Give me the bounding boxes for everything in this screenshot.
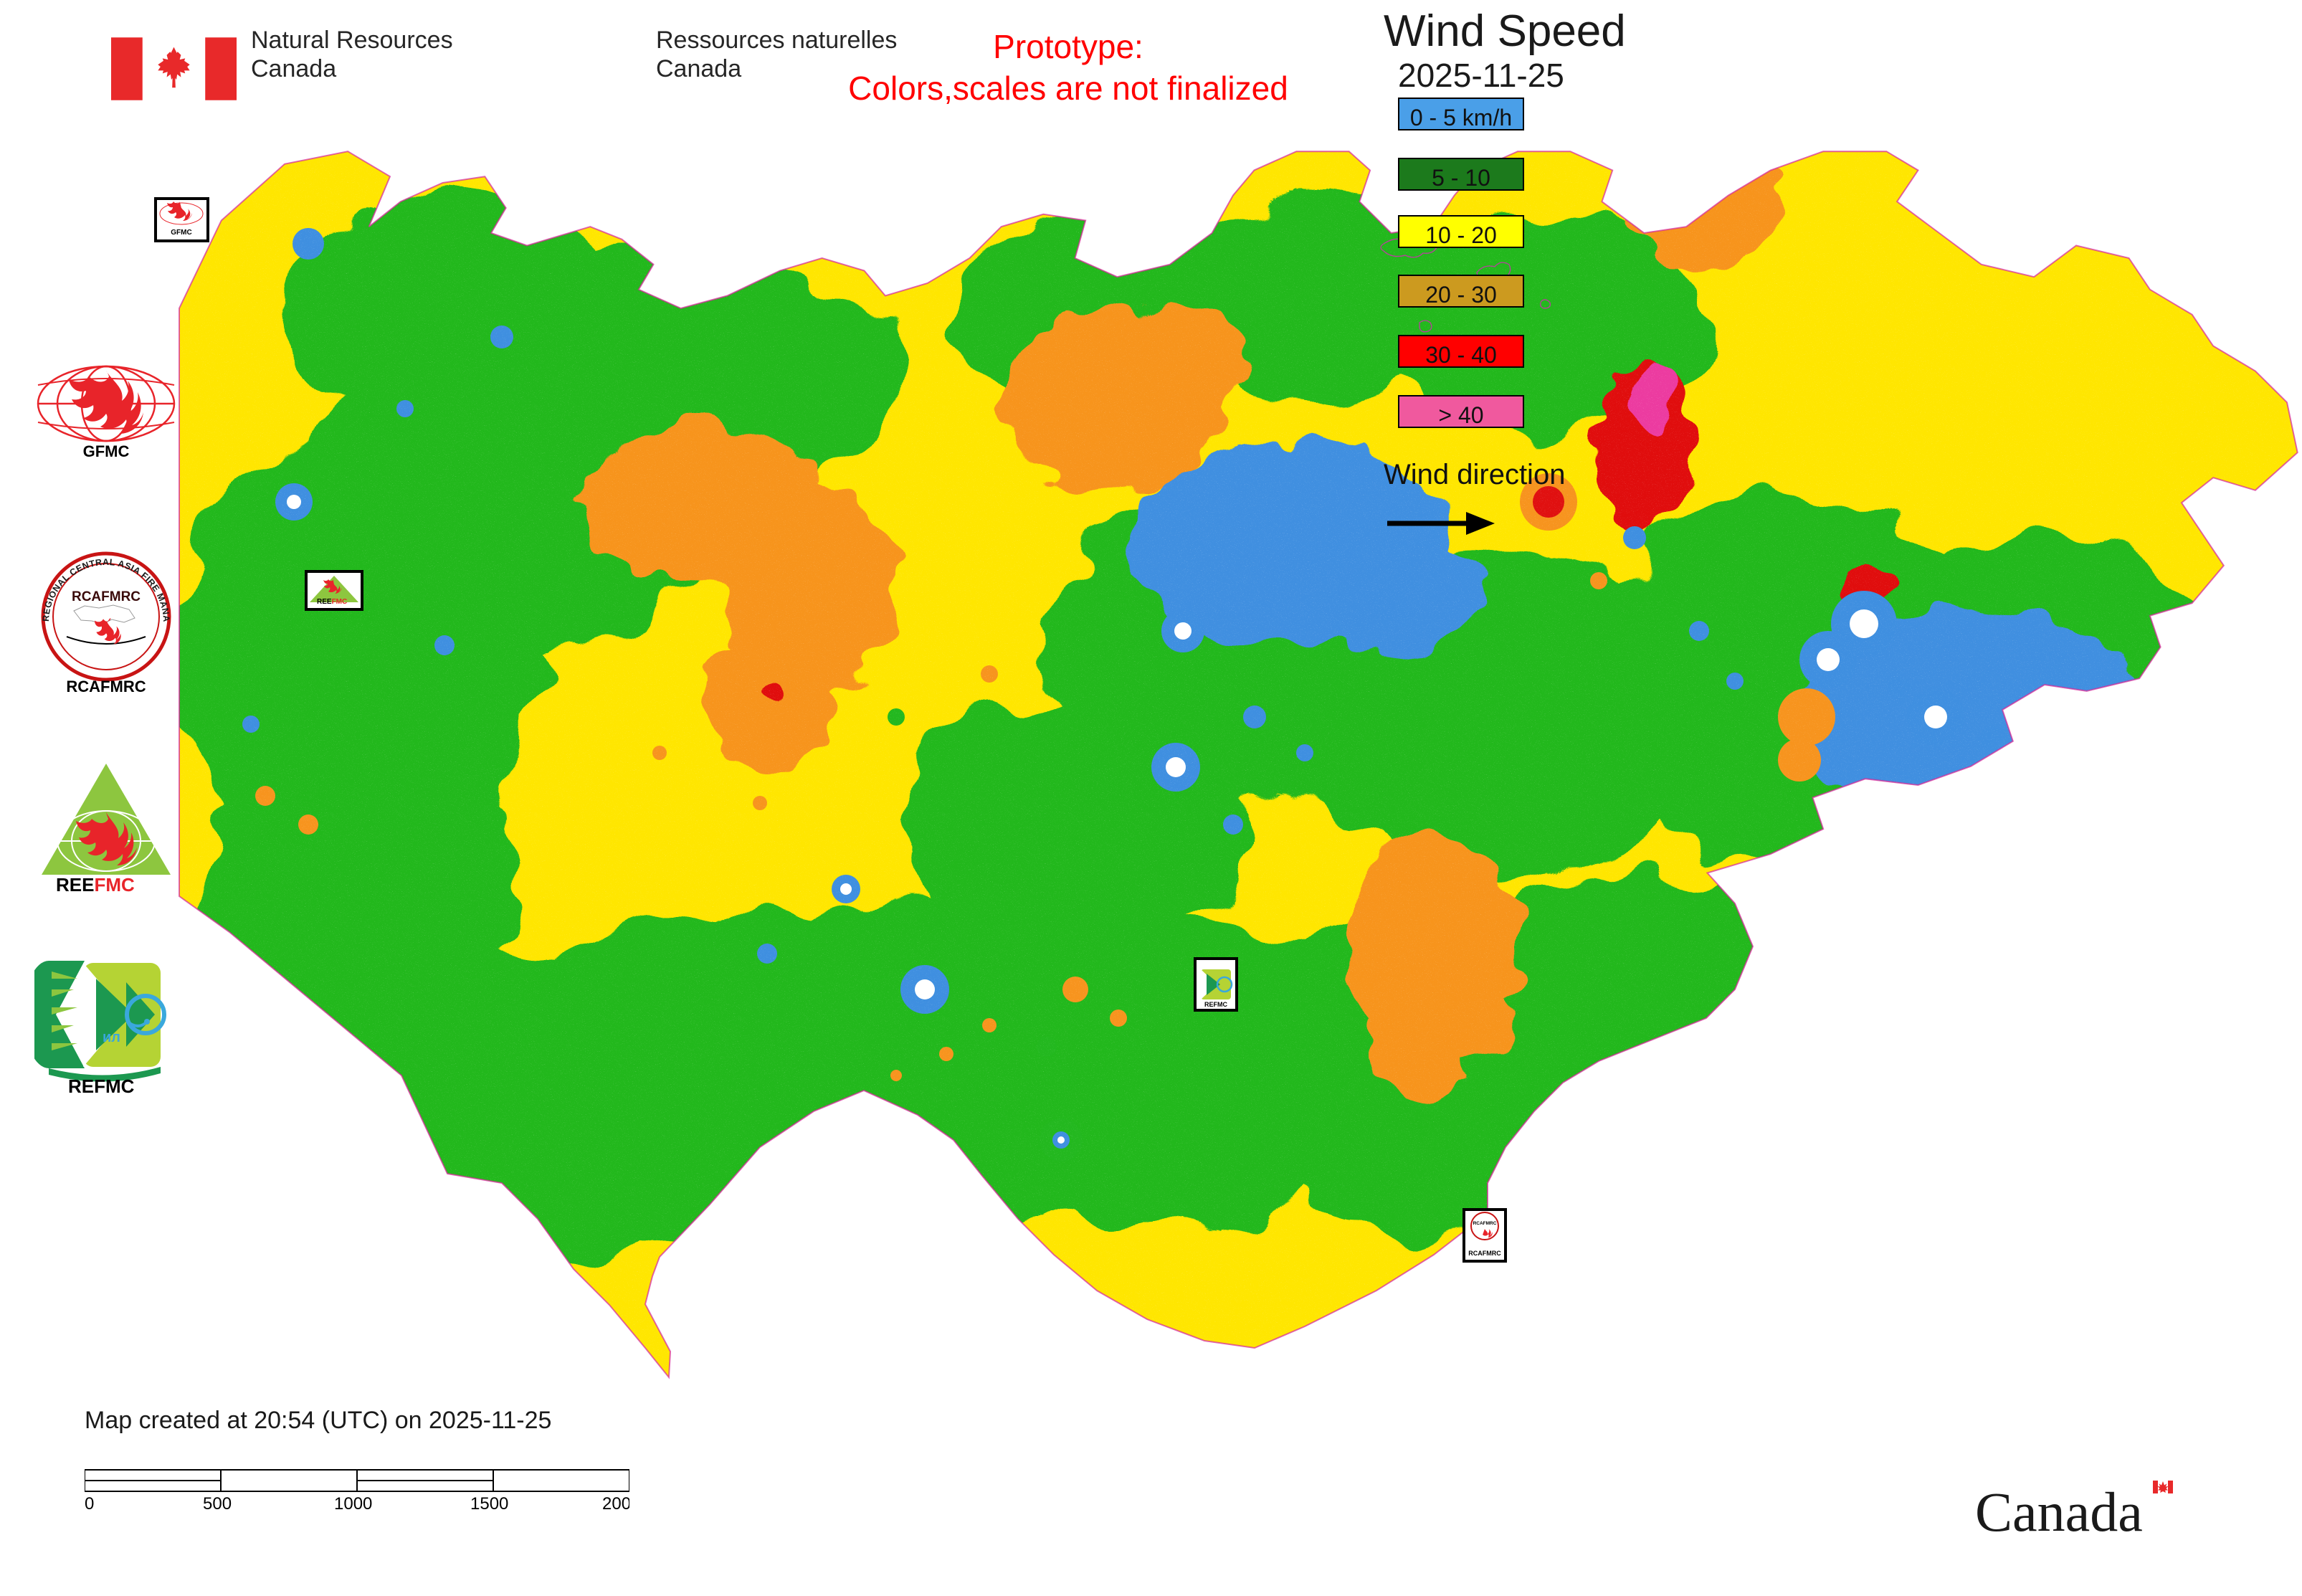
svg-text:1500: 1500 [470, 1494, 508, 1513]
svg-text:RCAFMRC: RCAFMRC [66, 678, 146, 695]
svg-text:GFMC: GFMC [171, 229, 191, 237]
svg-text:0: 0 [85, 1494, 94, 1513]
svg-text:RCAFMRC: RCAFMRC [72, 589, 141, 604]
svg-text:GFMC: GFMC [83, 442, 130, 460]
svg-text:500: 500 [203, 1494, 232, 1513]
svg-text:2000: 2000 [602, 1494, 629, 1513]
svg-text:Canada: Canada [1975, 1481, 2143, 1543]
svg-text:ил: ил [103, 1030, 120, 1045]
svg-text:RCAFMRC: RCAFMRC [1468, 1250, 1501, 1257]
svg-text:REEFMC: REEFMC [317, 598, 347, 606]
svg-text:1000: 1000 [334, 1494, 372, 1513]
svg-text:REEFMC: REEFMC [56, 874, 135, 896]
svg-text:REFMC: REFMC [1204, 1001, 1227, 1008]
svg-text:RCAFMRC: RCAFMRC [1473, 1221, 1497, 1226]
